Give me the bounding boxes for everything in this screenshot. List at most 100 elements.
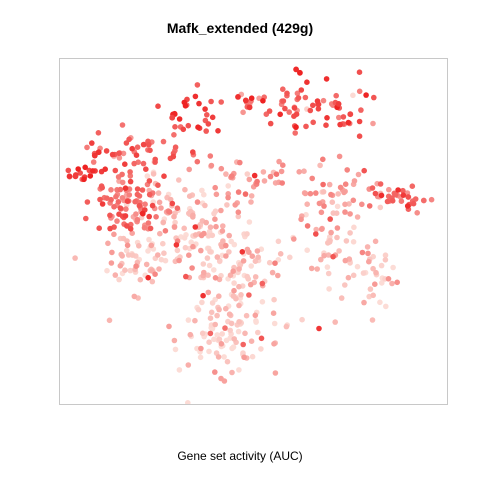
scatter-point [338,295,345,301]
scatter-point [148,242,155,249]
scatter-point [133,152,140,158]
scatter-point [237,159,243,166]
scatter-point [195,124,201,130]
scatter-point [218,375,224,382]
scatter-point-high-activity [335,101,342,107]
scatter-point [107,212,113,219]
plot-area [59,58,448,405]
scatter-point-high-activity [405,194,412,200]
scatter-point [326,181,333,188]
scatter-point [188,239,194,245]
scatter-point [267,173,274,180]
scatter-point [181,225,187,232]
scatter-point [185,317,192,323]
scatter-point [142,201,148,207]
scatter-point [115,199,122,205]
scatter-point [194,345,200,352]
scatter-point [412,196,419,202]
scatter-point-high-activity [235,94,241,100]
scatter-point [251,172,258,179]
scatter-point [84,144,90,151]
scatter-point [72,255,78,261]
scatter-point [103,148,110,154]
scatter-point [204,255,211,261]
scatter-point [108,260,115,266]
scatter-point [133,263,139,269]
scatter-point [123,206,129,212]
scatter-point [296,169,302,175]
scatter-point [116,211,122,217]
scatter-point [198,247,204,254]
scatter-point [173,242,180,248]
scatter-point [123,247,130,254]
scatter-point [201,191,207,198]
scatter-point [350,197,357,204]
scatter-point [214,254,221,260]
scatter-point [127,178,134,185]
scatter-point [341,189,347,196]
scatter-point [90,159,97,165]
scatter-point [89,140,95,146]
scatter-point [199,330,206,337]
scatter-point [228,320,235,327]
scatter-point [314,266,320,272]
scatter-point [246,292,252,298]
scatter-point [231,287,237,294]
scatter-point [203,128,209,134]
scatter-point [370,120,376,127]
scatter-point [197,354,204,361]
scatter-point [260,98,266,104]
scatter-point [299,316,305,323]
scatter-point [254,248,261,254]
scatter-point [317,162,323,169]
scatter-point [129,145,135,152]
scatter-point [127,267,134,274]
scatter-point [369,185,376,191]
scatter-point [214,312,220,319]
scatter-point [318,209,325,216]
scatter-point [183,273,189,280]
scatter-point [293,111,300,117]
scatter-point [278,168,285,175]
scatter-point [161,250,167,256]
scatter-point [309,175,315,182]
scatter-point [211,267,217,273]
scatter-point [356,88,363,95]
scatter-point [228,238,234,245]
scatter-point [208,309,215,316]
scatter-point [198,345,204,352]
scatter-point [126,192,133,198]
scatter-point [249,253,256,259]
scatter-point [219,228,226,234]
scatter-point [255,329,261,336]
scatter-point [277,251,284,257]
scatter-point [342,282,348,288]
scatter-point [236,319,242,325]
scatter-point [295,95,302,101]
scatter-point [122,161,128,167]
scatter-point [291,105,298,111]
scatter-point [334,225,341,231]
scatter-point [336,114,342,121]
scatter-point [320,189,327,195]
scatter-point [185,362,192,368]
scatter-point [200,261,207,267]
scatter-point [116,276,122,283]
scatter-point [117,186,124,193]
scatter-point [320,156,326,163]
scatter-point [355,171,362,178]
scatter-point [174,247,181,254]
scatter-point [337,184,344,191]
scatter-point [323,76,330,82]
scatter-point [221,354,227,360]
scatter-point [149,278,156,285]
scatter-point [209,300,216,306]
scatter-point [248,193,255,199]
scatter-point [334,234,340,241]
scatter-point [145,274,151,281]
scatter-point [361,299,367,306]
scatter-point [275,238,282,245]
scatter-point [239,249,246,255]
scatter-point [340,114,347,120]
scatter-point [260,169,267,175]
